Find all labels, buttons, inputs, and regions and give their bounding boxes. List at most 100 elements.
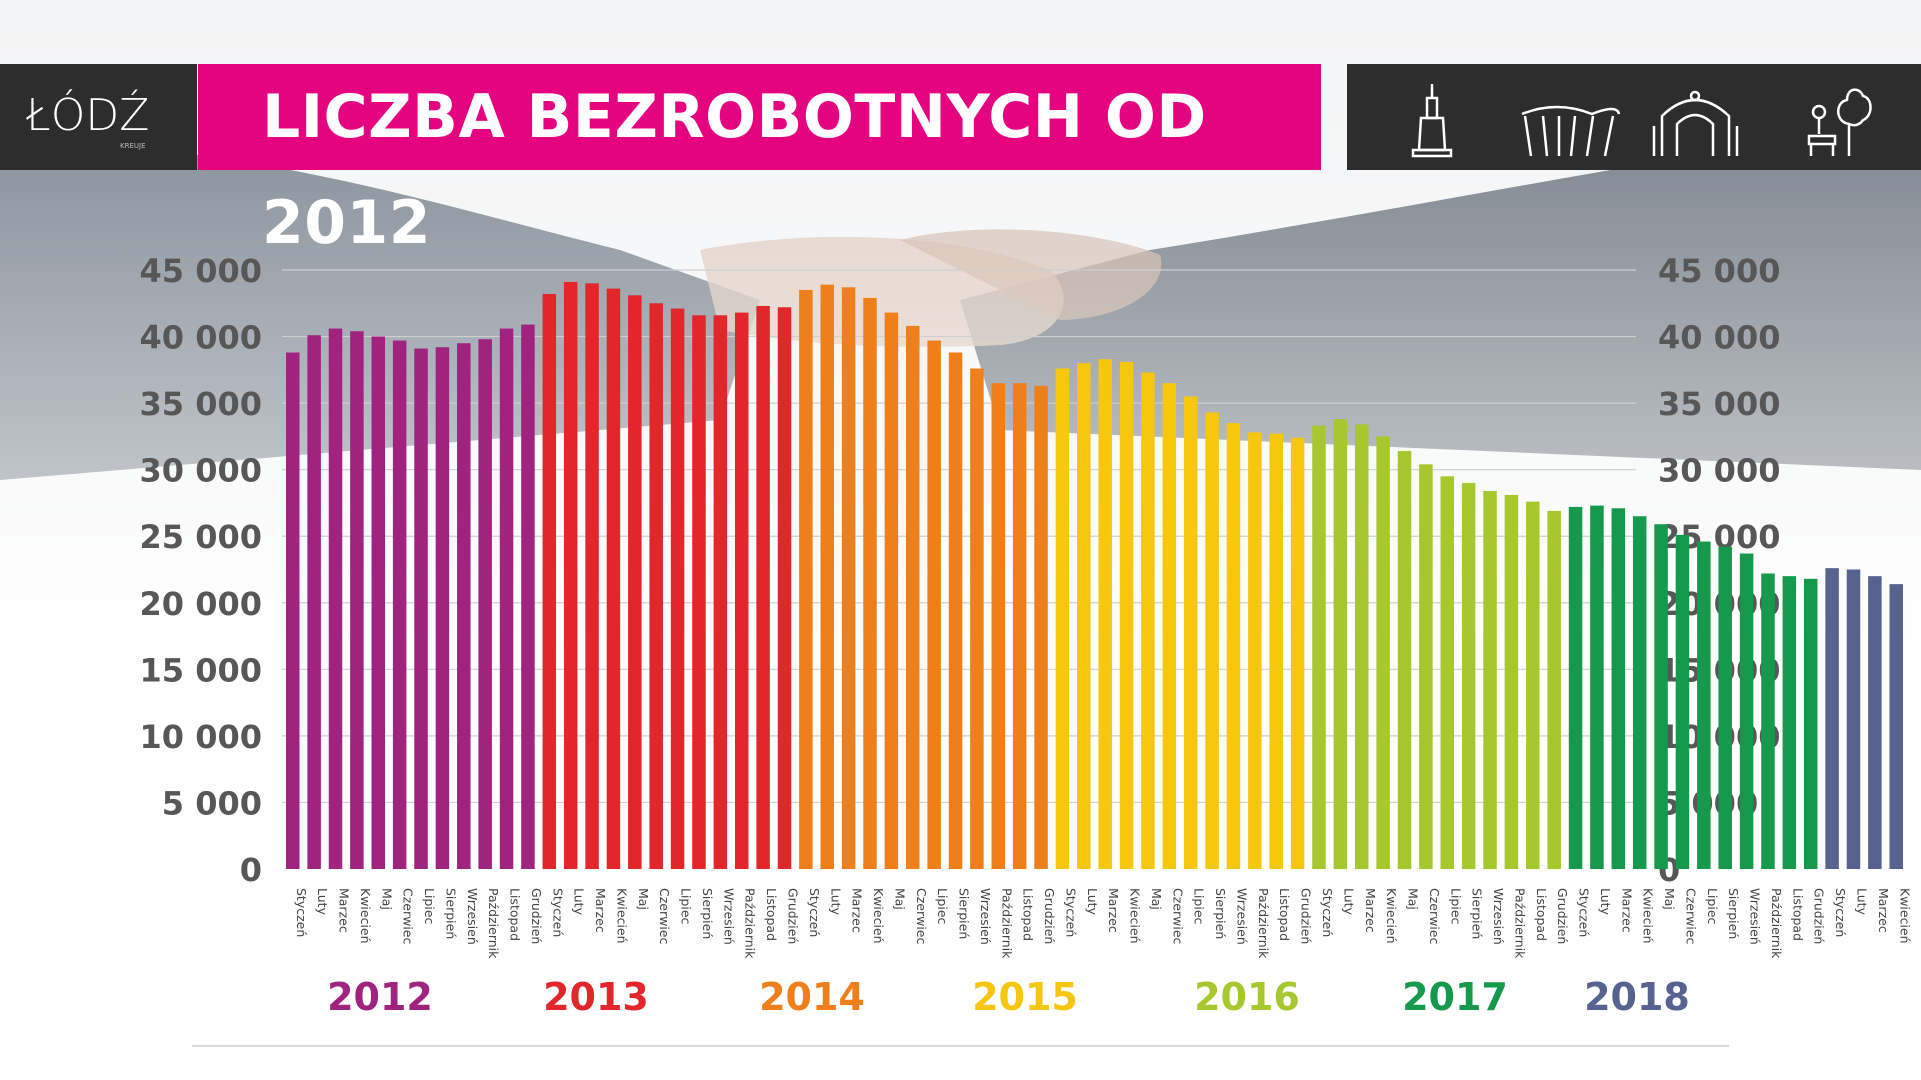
month-label: Marzec bbox=[337, 888, 352, 933]
bar-2017-8 bbox=[1718, 546, 1732, 869]
month-label: Grudzień bbox=[1042, 888, 1057, 944]
month-label: Październik bbox=[1769, 888, 1784, 959]
month-label: Grudzień bbox=[529, 888, 544, 944]
month-label: Luty bbox=[1854, 888, 1869, 916]
year-label-2012: 2012 bbox=[327, 975, 433, 1019]
bar-2017-6 bbox=[1675, 534, 1690, 869]
bar-2014-12 bbox=[1034, 385, 1048, 869]
month-label: Maj bbox=[379, 888, 394, 910]
year-label-2015: 2015 bbox=[972, 975, 1078, 1019]
y-tick-label-left: 0 bbox=[240, 851, 262, 889]
month-label: Luty bbox=[1085, 888, 1100, 916]
bar-2012-2 bbox=[307, 335, 321, 869]
bar-2016-4 bbox=[1376, 436, 1390, 869]
month-label: Styczeń bbox=[807, 888, 822, 937]
bar-2012-6 bbox=[392, 340, 407, 869]
month-label: Grudzień bbox=[1299, 888, 1314, 944]
bar-2013-12 bbox=[777, 307, 792, 869]
bar-2015-3 bbox=[1098, 359, 1112, 869]
bar-2012-7 bbox=[414, 348, 428, 870]
year-label-2013: 2013 bbox=[543, 975, 649, 1019]
month-label: Marzec bbox=[1619, 888, 1634, 933]
logo-panel: ŁÓDŹ KREUJE bbox=[0, 64, 197, 170]
bar-2017-12 bbox=[1803, 578, 1818, 869]
month-label: Listopad bbox=[764, 888, 779, 941]
bar-2017-4 bbox=[1632, 516, 1647, 869]
y-tick-label-left: 30 000 bbox=[140, 452, 262, 490]
park-bench-icon bbox=[1807, 88, 1872, 156]
month-label: Maj bbox=[1662, 888, 1677, 910]
month-label: Marzec bbox=[850, 888, 865, 933]
month-label: Luty bbox=[572, 888, 587, 916]
bar-2017-1 bbox=[1568, 506, 1583, 869]
month-label: Czerwiec bbox=[914, 888, 929, 945]
bar-2012-4 bbox=[350, 331, 364, 870]
bar-2016-11 bbox=[1526, 501, 1540, 869]
bar-2016-3 bbox=[1355, 424, 1369, 869]
bar-2013-3 bbox=[585, 283, 599, 869]
bar-2012-3 bbox=[328, 328, 343, 870]
bar-2014-5 bbox=[884, 312, 899, 869]
month-label: Sierpień bbox=[957, 888, 972, 939]
year-label-2017: 2017 bbox=[1402, 975, 1508, 1019]
bar-2018-3 bbox=[1868, 576, 1882, 869]
year-label-2014: 2014 bbox=[759, 975, 865, 1019]
page-title: LICZBA BEZROBOTNYCH OD 2012 bbox=[198, 64, 1321, 258]
gate-icon bbox=[1652, 90, 1739, 156]
month-label: Lipiec bbox=[422, 888, 437, 925]
month-label: Luty bbox=[1341, 888, 1356, 916]
month-label: Maj bbox=[1149, 888, 1164, 910]
monument-icon bbox=[1411, 84, 1453, 158]
bar-2014-7 bbox=[927, 340, 941, 869]
bar-2015-9 bbox=[1226, 423, 1241, 869]
bar-2012-10 bbox=[478, 339, 492, 869]
month-label: Czerwiec bbox=[1427, 888, 1442, 945]
month-label: Luty bbox=[315, 888, 330, 916]
month-label: Luty bbox=[828, 888, 843, 916]
bar-2014-1 bbox=[799, 289, 813, 869]
month-label: Listopad bbox=[1277, 888, 1292, 941]
bar-2013-8 bbox=[692, 315, 706, 869]
month-label: Kwiecień bbox=[1897, 888, 1912, 944]
month-label: Styczeń bbox=[550, 888, 565, 937]
bar-2013-11 bbox=[756, 305, 770, 869]
bar-2017-2 bbox=[1590, 505, 1604, 869]
month-label: Wrzesień bbox=[1491, 888, 1506, 945]
month-label: Styczeń bbox=[1833, 888, 1848, 937]
y-tick-label-right: 45 000 bbox=[1658, 252, 1780, 290]
bar-2013-6 bbox=[649, 303, 663, 869]
year-label-2016: 2016 bbox=[1194, 975, 1300, 1019]
bar-2018-1 bbox=[1825, 568, 1839, 869]
y-tick-label-left: 15 000 bbox=[140, 651, 262, 689]
month-label: Maj bbox=[892, 888, 907, 910]
bar-2013-2 bbox=[563, 281, 578, 870]
month-label: Sierpień bbox=[1213, 888, 1228, 939]
month-label: Marzec bbox=[1106, 888, 1121, 933]
month-label: Wrzesień bbox=[978, 888, 993, 945]
month-label: Październik bbox=[999, 888, 1014, 959]
bar-2015-10 bbox=[1248, 432, 1262, 869]
bar-2015-8 bbox=[1205, 412, 1219, 869]
month-label: Sierpień bbox=[1726, 888, 1741, 939]
month-label: Kwiecień bbox=[614, 888, 629, 944]
svg-text:KREUJE: KREUJE bbox=[120, 142, 146, 150]
month-label: Lipiec bbox=[679, 888, 694, 925]
y-tick-label-right: 30 000 bbox=[1658, 452, 1780, 490]
bar-2015-5 bbox=[1141, 372, 1155, 869]
month-label: Listopad bbox=[508, 888, 523, 941]
y-tick-label-left: 35 000 bbox=[140, 385, 262, 423]
month-label: Marzec bbox=[1363, 888, 1378, 933]
bar-2013-1 bbox=[542, 293, 557, 870]
bar-2012-8 bbox=[435, 347, 450, 869]
month-label: Październik bbox=[1512, 888, 1527, 959]
bar-2015-6 bbox=[1162, 383, 1177, 869]
month-label: Październik bbox=[1256, 888, 1271, 959]
bar-2018-4 bbox=[1889, 584, 1903, 869]
bar-2012-9 bbox=[457, 343, 471, 869]
svg-text:ŁÓDŹ: ŁÓDŹ bbox=[25, 88, 149, 141]
month-label: Lipiec bbox=[1448, 888, 1463, 925]
bar-2017-7 bbox=[1697, 541, 1711, 869]
month-label: Październik bbox=[486, 888, 501, 959]
month-label: Lipiec bbox=[1705, 888, 1720, 925]
month-label: Grudzień bbox=[785, 888, 800, 944]
